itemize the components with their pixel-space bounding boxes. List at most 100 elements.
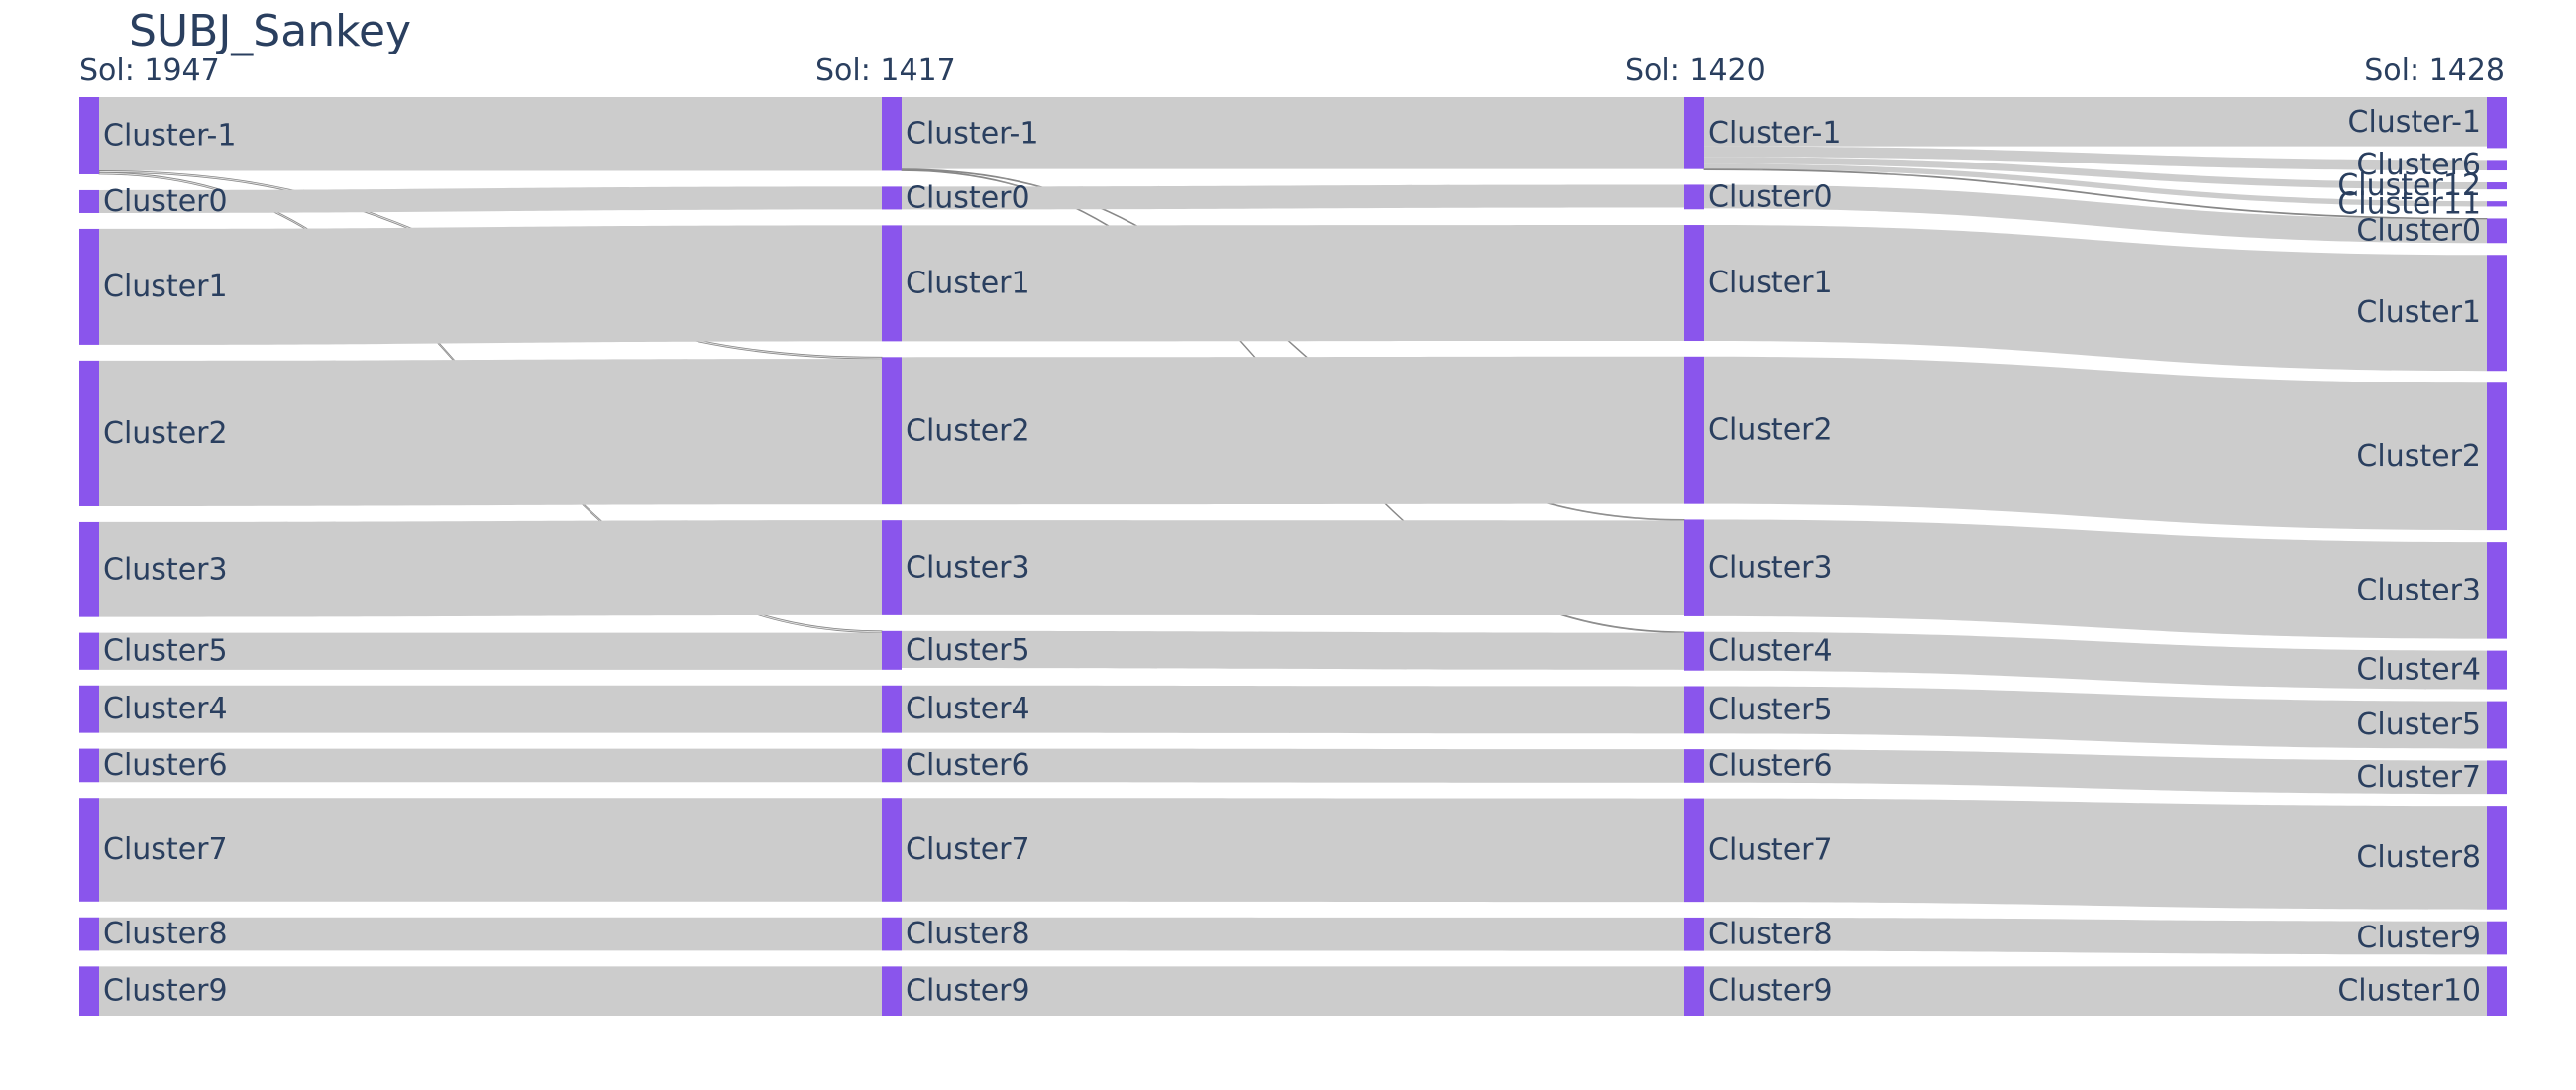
node-d4[interactable] bbox=[2487, 650, 2507, 690]
node-b6[interactable] bbox=[882, 748, 902, 783]
link-c4-d4[interactable] bbox=[1704, 631, 2487, 690]
node-d3[interactable] bbox=[2487, 542, 2507, 639]
link-c5-d5[interactable] bbox=[1704, 686, 2487, 749]
link-a1-b1[interactable] bbox=[99, 225, 882, 345]
node-label-d10: Cluster10 bbox=[2337, 974, 2481, 1009]
node-label-d7: Cluster7 bbox=[2356, 760, 2481, 795]
links-layer bbox=[98, 97, 2488, 1016]
node-label-d9: Cluster9 bbox=[2356, 921, 2481, 955]
link-a7-b7[interactable] bbox=[99, 798, 882, 902]
node-a7[interactable] bbox=[79, 798, 99, 902]
node-b5[interactable] bbox=[882, 630, 902, 670]
link-c6-d7[interactable] bbox=[1704, 749, 2487, 795]
node-a4[interactable] bbox=[79, 685, 99, 733]
node-c1[interactable] bbox=[1684, 225, 1704, 342]
link-c1-d1[interactable] bbox=[1704, 225, 2487, 372]
node-a2[interactable] bbox=[79, 360, 99, 506]
node-d12[interactable] bbox=[2487, 182, 2507, 190]
link-a2-b2[interactable] bbox=[99, 359, 882, 506]
node-a1[interactable] bbox=[79, 228, 99, 345]
node-b4[interactable] bbox=[882, 685, 902, 733]
node-label-b1: Cluster1 bbox=[906, 266, 1030, 300]
link-b6-c6[interactable] bbox=[902, 748, 1684, 783]
node-d11[interactable] bbox=[2487, 201, 2507, 207]
node-b2[interactable] bbox=[882, 357, 902, 505]
node-c2[interactable] bbox=[1684, 356, 1704, 504]
column-header-3: Sol: 1420 bbox=[1625, 54, 1766, 88]
node-c7[interactable] bbox=[1684, 798, 1704, 903]
link-c3-d3[interactable] bbox=[1704, 519, 2487, 639]
link-a0-b0[interactable] bbox=[99, 186, 882, 213]
node-b1[interactable] bbox=[882, 225, 902, 342]
link-b2-c2[interactable] bbox=[902, 356, 1684, 505]
node-d10[interactable] bbox=[2487, 966, 2507, 1016]
link-b-1-c-1[interactable] bbox=[902, 97, 1684, 169]
node-d9[interactable] bbox=[2487, 921, 2507, 955]
link-a9-b9[interactable] bbox=[99, 966, 882, 1016]
node-label-d6: Cluster6 bbox=[2356, 148, 2481, 182]
node-c4[interactable] bbox=[1684, 631, 1704, 671]
link-a3-b3[interactable] bbox=[99, 520, 882, 617]
link-b0-c0[interactable] bbox=[902, 184, 1684, 210]
node-label-d5: Cluster5 bbox=[2356, 708, 2481, 742]
link-c7-d8[interactable] bbox=[1704, 798, 2487, 910]
link-c9-d10[interactable] bbox=[1704, 966, 2487, 1016]
node-d-1[interactable] bbox=[2487, 97, 2507, 149]
node-a-1[interactable] bbox=[79, 97, 99, 174]
node-d1[interactable] bbox=[2487, 255, 2507, 372]
link-b4-c5[interactable] bbox=[902, 685, 1684, 734]
node-c5[interactable] bbox=[1684, 686, 1704, 734]
node-c8[interactable] bbox=[1684, 917, 1704, 951]
node-a3[interactable] bbox=[79, 521, 99, 617]
node-label-c-1: Cluster-1 bbox=[1708, 116, 1841, 151]
node-c6[interactable] bbox=[1684, 749, 1704, 783]
node-c3[interactable] bbox=[1684, 519, 1704, 616]
node-a9[interactable] bbox=[79, 966, 99, 1016]
node-label-c1: Cluster1 bbox=[1708, 266, 1833, 300]
node-a5[interactable] bbox=[79, 632, 99, 670]
link-a-1-b-1[interactable] bbox=[99, 97, 882, 171]
link-c-1-d11[interactable] bbox=[1704, 164, 2487, 207]
node-a6[interactable] bbox=[79, 748, 99, 783]
link-c8-d9[interactable] bbox=[1704, 917, 2487, 955]
node-d5[interactable] bbox=[2487, 701, 2507, 749]
link-a8-b8[interactable] bbox=[99, 917, 882, 951]
node-b-1[interactable] bbox=[882, 97, 902, 171]
link-b7-c7[interactable] bbox=[902, 798, 1684, 903]
link-c-1-d6[interactable] bbox=[1704, 146, 2487, 171]
node-label-a7: Cluster7 bbox=[103, 832, 228, 867]
link-c-1-d-1[interactable] bbox=[1704, 97, 2487, 147]
node-b9[interactable] bbox=[882, 966, 902, 1016]
node-label-c9: Cluster9 bbox=[1708, 974, 1833, 1009]
link-b9-c9[interactable] bbox=[902, 966, 1684, 1016]
link-c0-d0[interactable] bbox=[1704, 184, 2487, 244]
link-b5-c4[interactable] bbox=[902, 630, 1684, 670]
node-c9[interactable] bbox=[1684, 966, 1704, 1016]
node-b7[interactable] bbox=[882, 798, 902, 902]
column-header-2: Sol: 1417 bbox=[815, 54, 956, 88]
node-a8[interactable] bbox=[79, 917, 99, 951]
node-d2[interactable] bbox=[2487, 382, 2507, 531]
link-c2-d2[interactable] bbox=[1704, 356, 2487, 531]
node-b0[interactable] bbox=[882, 186, 902, 210]
node-d0[interactable] bbox=[2487, 218, 2507, 244]
node-b3[interactable] bbox=[882, 520, 902, 615]
node-label-d2: Cluster2 bbox=[2356, 439, 2481, 474]
node-label-b-1: Cluster-1 bbox=[906, 117, 1038, 152]
node-d7[interactable] bbox=[2487, 760, 2507, 795]
link-a6-b6[interactable] bbox=[99, 748, 882, 783]
node-c0[interactable] bbox=[1684, 184, 1704, 210]
node-label-d3: Cluster3 bbox=[2356, 573, 2481, 607]
link-b3-c3[interactable] bbox=[902, 520, 1684, 616]
node-label-a9: Cluster9 bbox=[103, 974, 228, 1009]
link-b8-c8[interactable] bbox=[902, 917, 1684, 951]
node-a0[interactable] bbox=[79, 189, 99, 213]
link-a4-b4[interactable] bbox=[99, 685, 882, 733]
link-b1-c1[interactable] bbox=[902, 225, 1684, 342]
node-b8[interactable] bbox=[882, 917, 902, 951]
node-c-1[interactable] bbox=[1684, 97, 1704, 169]
node-d6[interactable] bbox=[2487, 160, 2507, 171]
link-a5-b5[interactable] bbox=[99, 632, 882, 670]
node-d8[interactable] bbox=[2487, 806, 2507, 910]
link-c-1-d12[interactable] bbox=[1704, 157, 2487, 190]
